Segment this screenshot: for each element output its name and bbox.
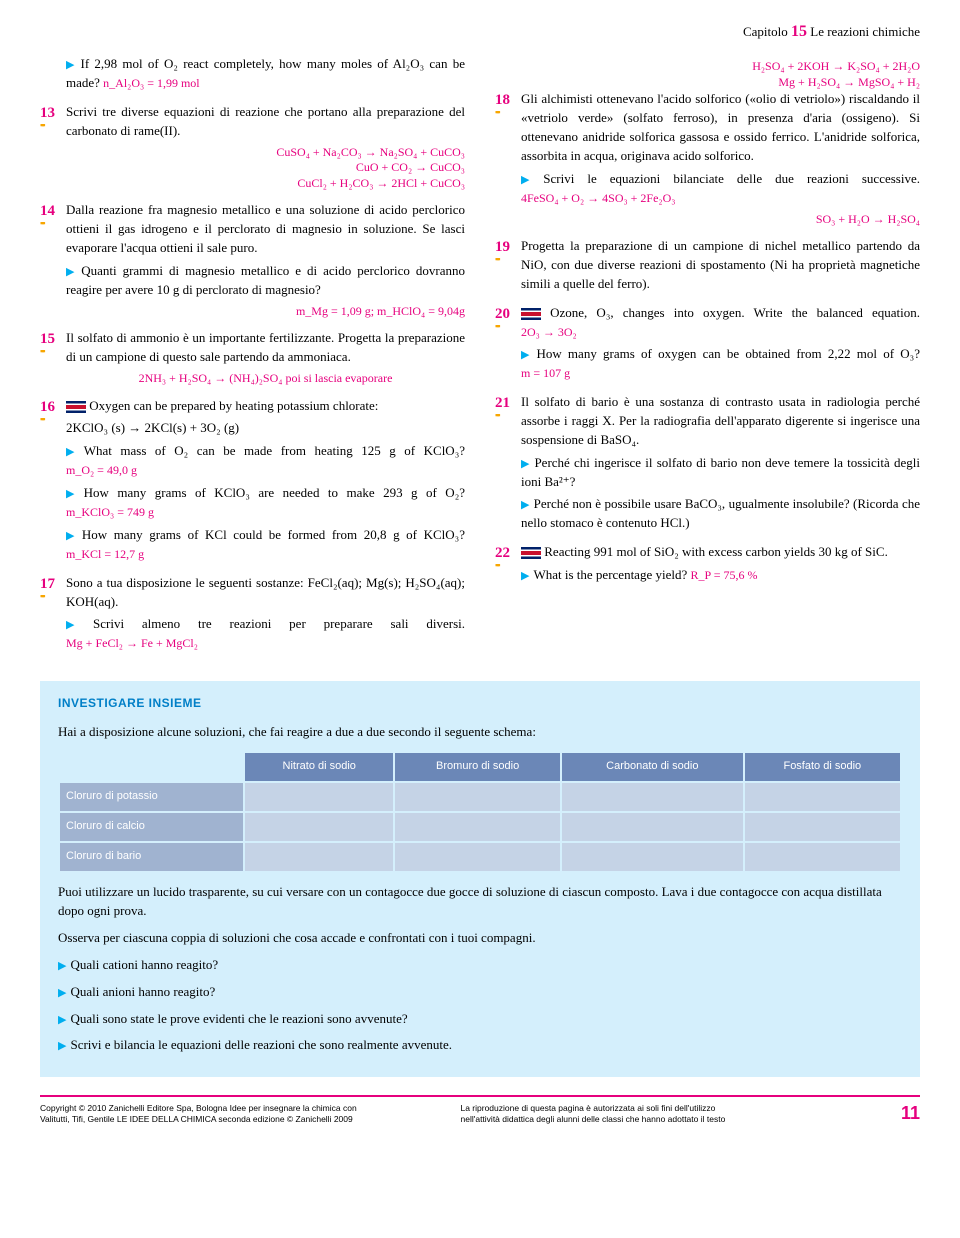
- answer-text: SO₃ + H₂O → H₂SO₄: [521, 212, 920, 228]
- paragraph: Osserva per ciascuna coppia di soluzioni…: [58, 929, 902, 948]
- answer-text: 4FeSO₄ + O₂ → 4SO₃ + 2Fe₂O₃: [521, 191, 675, 205]
- bullet-icon: ▶: [66, 446, 80, 458]
- question: Quali cationi hanno reagito?: [70, 957, 218, 972]
- answer-text: m_Mg = 1,09 g; m_HClO₄ = 9,04g: [66, 304, 465, 320]
- exercise-number: 19: [495, 237, 517, 294]
- answer-text: m_KCl = 12,7 g: [66, 547, 144, 561]
- answer-text: m = 107 g: [521, 366, 570, 380]
- answer-text: R_P = 75,6 %: [690, 568, 757, 582]
- bullet-icon: ▶: [58, 1040, 66, 1052]
- exercise-number: 17: [40, 574, 62, 653]
- bullet-icon: ▶: [66, 488, 80, 500]
- answer-text: H₂SO₄ + 2KOH → K₂SO₄ + 2H₂O Mg + H₂SO₄ →…: [495, 59, 920, 90]
- paragraph: Puoi utilizzare un lucido trasparente, s…: [58, 883, 902, 921]
- bullet-icon: ▶: [58, 1014, 66, 1026]
- bullet-icon: ▶: [521, 349, 532, 361]
- copyright-right: La riproduzione di questa pagina è autor…: [460, 1103, 880, 1125]
- bullet-icon: ▶: [521, 570, 529, 582]
- exercise-number: 16: [40, 397, 62, 564]
- exercise-18: 18 Gli alchimisti ottenevano l'acido sol…: [495, 90, 920, 227]
- question: Scrivi e bilancia le equazioni delle rea…: [70, 1037, 452, 1052]
- copyright-left: Copyright © 2010 Zanichelli Editore Spa,…: [40, 1103, 460, 1125]
- exercise-13: 13 Scrivi tre diverse equazioni di reazi…: [40, 103, 465, 191]
- bullet-icon: ▶: [521, 458, 530, 470]
- exercise-number: 22: [495, 543, 517, 585]
- page-number: 11: [881, 1103, 920, 1125]
- question: Quali anioni hanno reagito?: [70, 984, 215, 999]
- exercise-14: 14 Dalla reazione fra magnesio metallico…: [40, 201, 465, 319]
- answer-text: Mg + FeCl₂ → Fe + MgCl₂: [66, 636, 198, 650]
- answer-text: m_O₂ = 49,0 g: [66, 463, 137, 477]
- table-row-label: Cloruro di bario: [59, 842, 244, 872]
- exercise-19: 19 Progetta la preparazione di un campio…: [495, 237, 920, 294]
- exercise-17: 17 Sono a tua disposizione le seguenti s…: [40, 574, 465, 653]
- section-title: INVESTIGARE INSIEME: [58, 695, 902, 712]
- paragraph: Hai a disposizione alcune soluzioni, che…: [58, 723, 902, 742]
- intro-block: ▶If 2,98 mol of O₂ react completely, how…: [40, 55, 465, 93]
- bullet-icon: ▶: [66, 530, 78, 542]
- page-footer: Copyright © 2010 Zanichelli Editore Spa,…: [40, 1095, 920, 1125]
- exercise-16: 16 Oxygen can be prepared by heating pot…: [40, 397, 465, 564]
- bullet-icon: ▶: [66, 266, 77, 278]
- left-column: ▶If 2,98 mol of O₂ react completely, how…: [40, 55, 465, 663]
- exercise-number: 18: [495, 90, 517, 227]
- bullet-icon: ▶: [58, 960, 66, 972]
- bullet-icon: ▶: [521, 174, 539, 186]
- investigate-box: INVESTIGARE INSIEME Hai a disposizione a…: [40, 681, 920, 1077]
- exercise-number: 14: [40, 201, 62, 319]
- table-header: Bromuro di sodio: [394, 752, 561, 782]
- main-content: ▶If 2,98 mol of O₂ react completely, how…: [40, 55, 920, 663]
- bullet-icon: ▶: [58, 987, 66, 999]
- exercise-22: 22 Reacting 991 mol of SiO₂ with excess …: [495, 543, 920, 585]
- exercise-21: 21 Il solfato di bario è una sostanza di…: [495, 393, 920, 533]
- exercise-number: 21: [495, 393, 517, 533]
- uk-flag-icon: [521, 308, 541, 320]
- exercise-15: 15 Il solfato di ammonio è un importante…: [40, 329, 465, 386]
- answer-text: CuSO₄ + Na₂CO₃ → Na₂SO₄ + CuCO₃ CuO + CO…: [66, 145, 465, 192]
- answer-text: 2O₃ → 3O₂: [521, 325, 577, 339]
- exercise-20: 20 Ozone, O₃, changes into oxygen. Write…: [495, 304, 920, 383]
- table-row-label: Cloruro di calcio: [59, 812, 244, 842]
- table-row-label: Cloruro di potassio: [59, 782, 244, 812]
- question: Quali sono state le prove evidenti che l…: [70, 1011, 407, 1026]
- bullet-icon: ▶: [521, 499, 530, 511]
- exercise-number: 20: [495, 304, 517, 383]
- table-header: Nitrato di sodio: [244, 752, 394, 782]
- bullet-icon: ▶: [66, 59, 76, 71]
- uk-flag-icon: [66, 401, 86, 413]
- answer-text: m_KClO₃ = 749 g: [66, 505, 154, 519]
- table-header: Fosfato di sodio: [744, 752, 901, 782]
- exercise-number: 15: [40, 329, 62, 386]
- chapter-header: Capitolo 15 Le reazioni chimiche: [40, 20, 920, 43]
- uk-flag-icon: [521, 547, 541, 559]
- investigate-table: Nitrato di sodio Bromuro di sodio Carbon…: [58, 751, 902, 873]
- exercise-number: 13: [40, 103, 62, 191]
- equation: 2KClO₃ (s) → 2KCl(s) + 3O₂ (g): [66, 419, 465, 438]
- answer-text: n_Al₂O₃ = 1,99 mol: [103, 76, 199, 90]
- bullet-icon: ▶: [66, 619, 89, 631]
- table-header: Carbonato di sodio: [561, 752, 744, 782]
- answer-text: 2NH₃ + H₂SO₄ → (NH₄)₂SO₄ poi si lascia e…: [66, 371, 465, 387]
- right-column: H₂SO₄ + 2KOH → K₂SO₄ + 2H₂O Mg + H₂SO₄ →…: [495, 55, 920, 663]
